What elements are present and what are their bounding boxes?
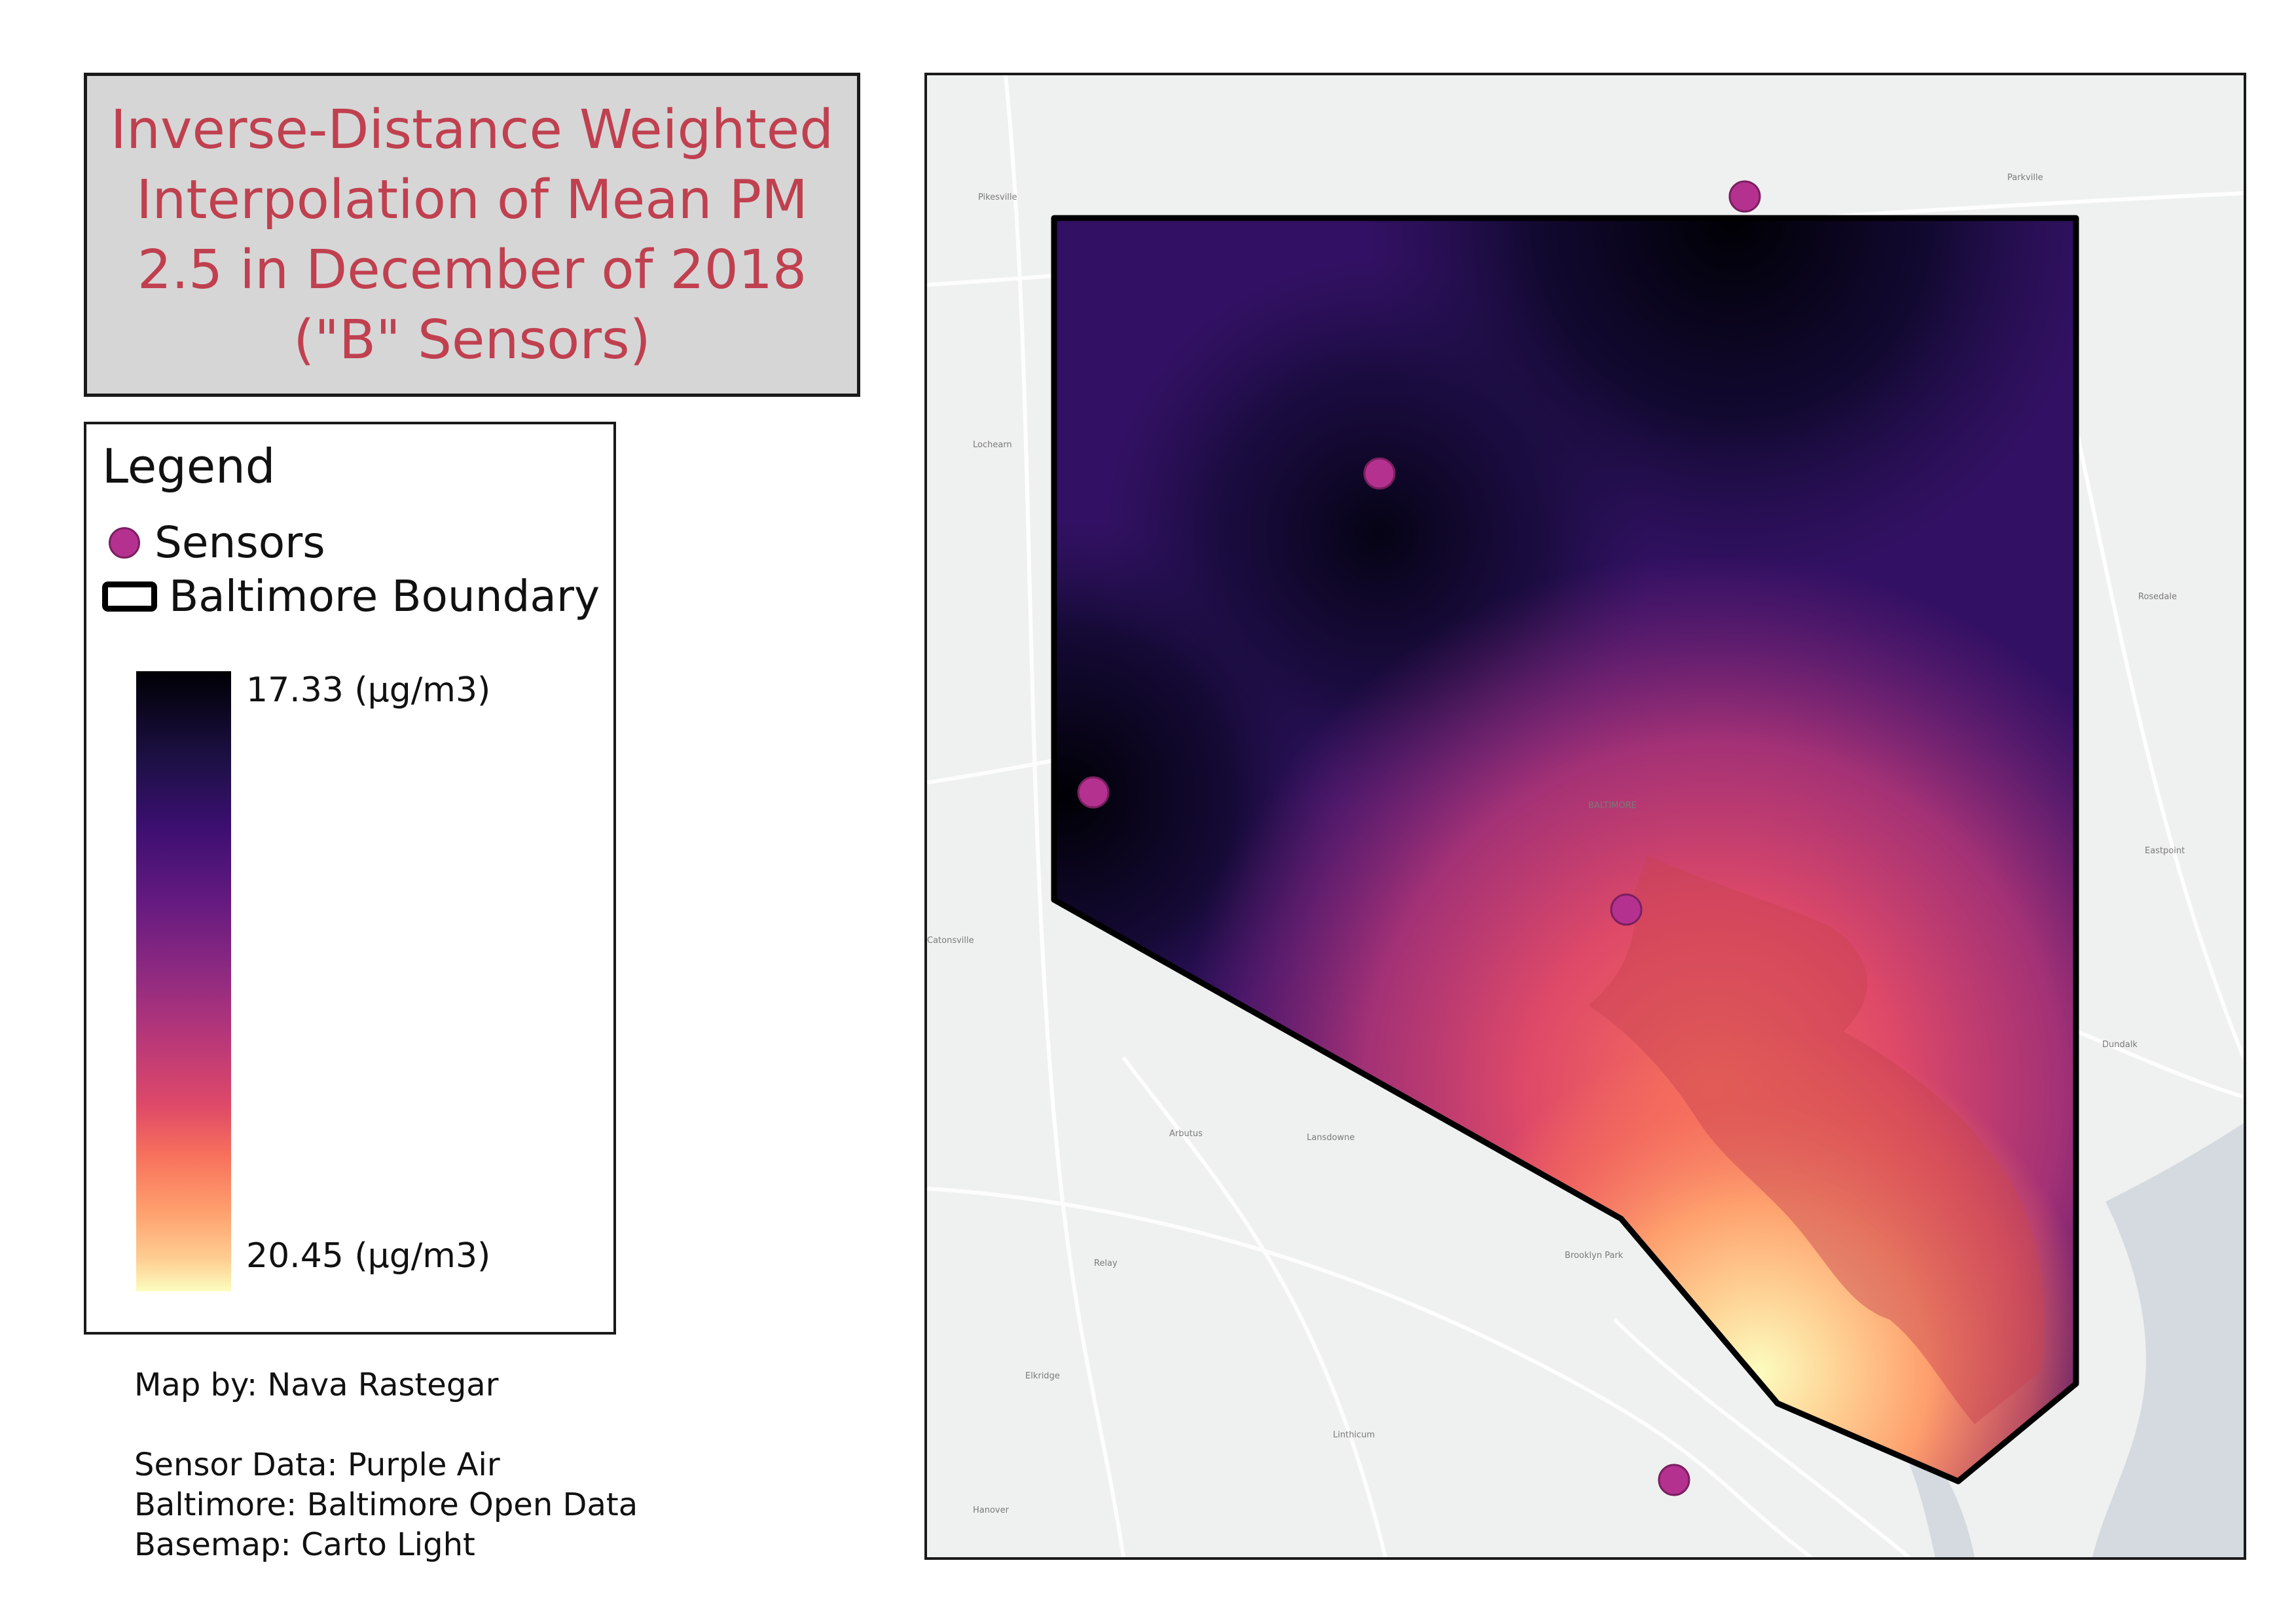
place-label-rosedale: Rosedale bbox=[2138, 592, 2177, 602]
ramp-bottom-label: 20.45 (µg/m3) bbox=[246, 1236, 491, 1276]
place-label-elkridge: Elkridge bbox=[1025, 1371, 1060, 1381]
ramp-top-label: 17.33 (µg/m3) bbox=[246, 671, 491, 710]
legend-boundary-row: Baltimore Boundary bbox=[102, 571, 600, 621]
harbor-water-overlay bbox=[1588, 855, 2045, 1424]
credit-basemap: Basemap: Carto Light bbox=[134, 1526, 475, 1563]
place-label-relay: Relay bbox=[1094, 1259, 1118, 1268]
place-label-hanover: Hanover bbox=[973, 1505, 1010, 1515]
place-label-parkville: Parkville bbox=[2007, 173, 2043, 183]
legend-sensors-row: Sensors bbox=[102, 517, 325, 568]
legend-boundary-label: Baltimore Boundary bbox=[169, 571, 600, 621]
credit-map-by: Map by: Nava Rastegar bbox=[134, 1367, 499, 1403]
place-label-linthicum: Linthicum bbox=[1333, 1430, 1375, 1440]
map-title: Inverse-Distance Weighted Interpolation … bbox=[110, 98, 834, 371]
sensor-point[interactable] bbox=[1610, 893, 1643, 926]
sensor-marker-icon bbox=[109, 526, 140, 559]
place-label-baltimore: BALTIMORE bbox=[1588, 801, 1637, 811]
map-title-box: Inverse-Distance Weighted Interpolation … bbox=[84, 73, 860, 397]
place-label-lochearn: Lochearn bbox=[973, 440, 1012, 450]
place-label-dundalk: Dundalk bbox=[2102, 1040, 2138, 1050]
water-area bbox=[2092, 1123, 2244, 1557]
map-canvas[interactable]: Pikesville Parkville Lochearn Rosedale C… bbox=[927, 75, 2244, 1557]
legend-panel: Legend Sensors Baltimore Boundary 17.33 … bbox=[84, 422, 616, 1335]
place-label-pikesville: Pikesville bbox=[978, 193, 1017, 202]
color-ramp bbox=[136, 671, 231, 1291]
legend-heading: Legend bbox=[102, 439, 276, 494]
place-label-catonsville: Catonsville bbox=[927, 936, 974, 946]
place-label-lansdowne: Lansdowne bbox=[1307, 1133, 1355, 1143]
place-label-eastpoint: Eastpoint bbox=[2145, 846, 2185, 856]
sensor-point[interactable] bbox=[1658, 1464, 1690, 1496]
map-frame[interactable]: Pikesville Parkville Lochearn Rosedale C… bbox=[924, 73, 2246, 1560]
place-label-brooklyn-park: Brooklyn Park bbox=[1565, 1251, 1624, 1261]
credits-block: Map by: Nava Rastegar Sensor Data: Purpl… bbox=[134, 1365, 638, 1565]
credit-sensor-data: Sensor Data: Purple Air bbox=[134, 1447, 500, 1483]
sensor-point[interactable] bbox=[1728, 180, 1761, 213]
water-channel bbox=[1909, 1457, 1975, 1557]
sensor-markers bbox=[1077, 180, 1761, 1496]
baltimore-boundary bbox=[1051, 215, 2079, 1485]
sensor-point[interactable] bbox=[1363, 457, 1396, 490]
place-label-arbutus: Arbutus bbox=[1169, 1129, 1203, 1139]
credit-baltimore: Baltimore: Baltimore Open Data bbox=[134, 1486, 638, 1523]
legend-sensors-label: Sensors bbox=[155, 517, 325, 568]
boundary-outline-icon bbox=[102, 581, 157, 612]
sensor-point[interactable] bbox=[1077, 776, 1110, 809]
